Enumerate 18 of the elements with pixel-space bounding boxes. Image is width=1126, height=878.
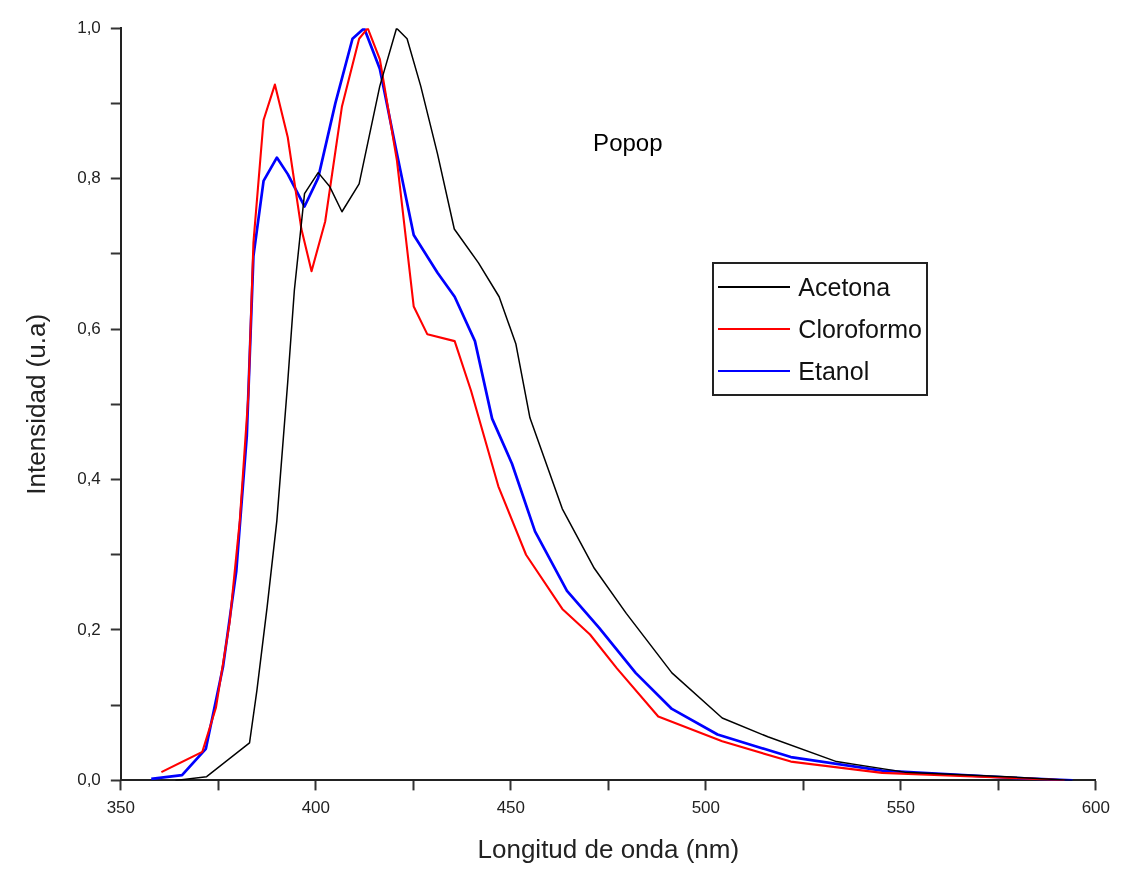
x-tick-label: 600 <box>1081 798 1111 818</box>
legend-label: Cloroformo <box>798 314 922 345</box>
y-tick-label: 0,6 <box>77 318 101 338</box>
x-axis-title: Longitud de onda (nm) <box>477 833 740 864</box>
y-tick-label: 0,8 <box>77 168 101 188</box>
x-tick-label: 450 <box>496 798 526 818</box>
x-tick-label: 400 <box>301 798 331 818</box>
x-tick-label: 500 <box>691 798 721 818</box>
legend-label: Acetona <box>798 272 891 303</box>
x-tick-label: 550 <box>886 798 916 818</box>
legend-label: Etanol <box>798 356 870 387</box>
y-tick-label: 0,2 <box>77 619 101 639</box>
y-tick-label: 1,0 <box>77 17 101 37</box>
y-tick-label: 0,4 <box>77 469 101 489</box>
x-tick-label: 350 <box>106 798 136 818</box>
y-axis-title: Intensidad (u.a) <box>20 313 51 495</box>
y-tick-label: 0,0 <box>77 770 101 790</box>
annotation: Popop <box>593 129 663 157</box>
